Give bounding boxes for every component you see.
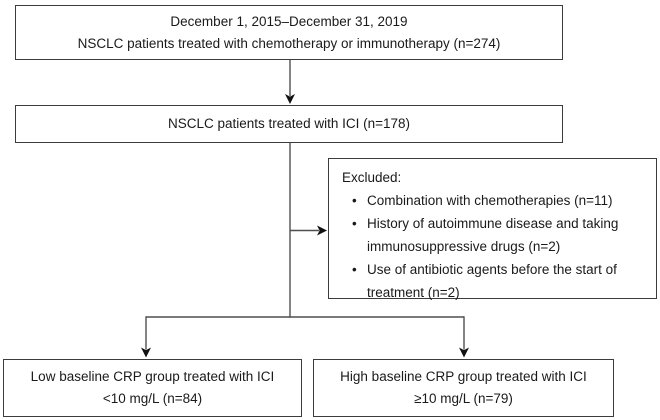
connector-enrollment-to-ici xyxy=(285,60,295,104)
excluded-item-text: History of autoimmune disease and taking… xyxy=(367,216,619,254)
bullet-icon: • xyxy=(352,193,357,208)
excluded-item: • History of autoimmune disease and taki… xyxy=(342,212,651,258)
ici-treated-box: NSCLC patients treated with ICI (n=178) xyxy=(15,105,563,143)
low-crp-group-box: Low baseline CRP group treated with ICI … xyxy=(3,359,302,417)
low-crp-group-threshold: <10 mg/L (n=84) xyxy=(102,391,203,406)
enrollment-box: December 1, 2015–December 31, 2019 NSCLC… xyxy=(15,5,563,60)
connector-branch-to-low-crp xyxy=(141,316,151,358)
excluded-title: Excluded: xyxy=(342,170,402,185)
low-crp-group-label: Low baseline CRP group treated with ICI xyxy=(30,369,275,384)
connector-ici-to-excluded xyxy=(290,225,327,236)
enrollment-date-range: December 1, 2015–December 31, 2019 xyxy=(170,13,408,29)
excluded-box: Excluded: • Combination with chemotherap… xyxy=(328,158,657,300)
bullet-icon: • xyxy=(352,262,357,277)
arrowhead-down-icon xyxy=(141,347,151,358)
enrollment-population: NSCLC patients treated with chemotherapy… xyxy=(77,35,501,51)
excluded-item: • Combination with chemotherapies (n=11) xyxy=(342,189,651,212)
high-crp-group-threshold: ≥10 mg/L (n=79) xyxy=(414,391,513,406)
ici-treated-label: NSCLC patients treated with ICI (n=178) xyxy=(168,116,410,131)
excluded-item: • Use of antibiotic agents before the st… xyxy=(342,258,651,304)
arrowhead-right-icon xyxy=(317,225,327,236)
arrowhead-down-icon xyxy=(285,94,295,104)
arrowhead-down-icon xyxy=(459,347,469,358)
excluded-item-text: Combination with chemotherapies (n=11) xyxy=(367,193,613,208)
high-crp-group-box: High baseline CRP group treated with ICI… xyxy=(313,359,614,417)
bullet-icon: • xyxy=(352,216,357,231)
high-crp-group-label: High baseline CRP group treated with ICI xyxy=(340,369,587,384)
excluded-item-text: Use of antibiotic agents before the star… xyxy=(367,262,617,300)
excluded-list: • Combination with chemotherapies (n=11)… xyxy=(342,189,651,304)
connector-branch-to-high-crp xyxy=(459,316,469,358)
